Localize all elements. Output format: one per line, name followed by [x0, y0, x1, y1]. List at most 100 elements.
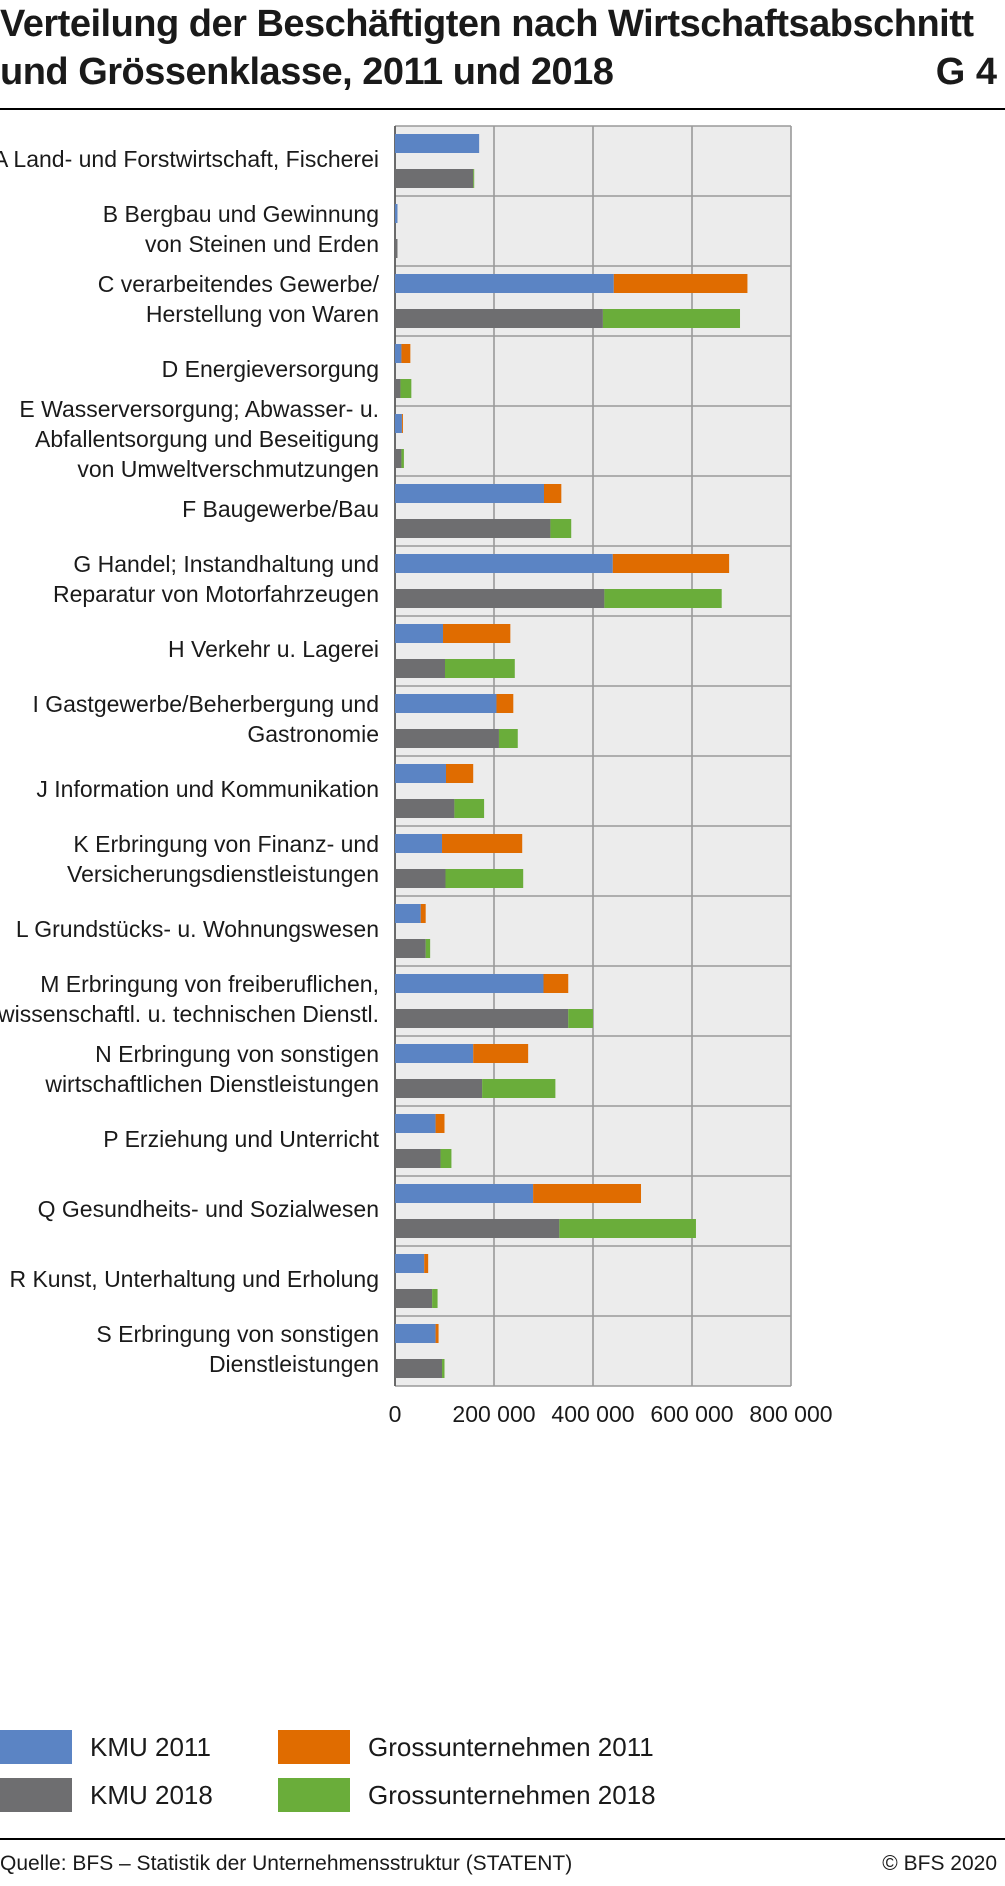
legend-label-kmu-2018: KMU 2018 [90, 1779, 213, 1810]
bar-gross-2011 [401, 344, 411, 363]
category-label-line: wirtschaftlichen Dienstleistungen [44, 1071, 379, 1097]
x-tick-label: 200 000 [452, 1401, 535, 1427]
graph-number: G 4 [935, 51, 997, 93]
legend-item-gross-2011: Grossunternehmen 2011 [278, 1730, 654, 1764]
bar-gross-2018 [473, 169, 475, 188]
category-label: K Erbringung von Finanz- und Versicherung… [67, 831, 379, 887]
bar-gross-2018 [559, 1219, 696, 1238]
bar-kmu-2018 [395, 449, 402, 468]
category-label: J Information und Kommunikation [36, 776, 379, 802]
bar-gross-2018 [400, 379, 412, 398]
bar-gross-2018 [550, 519, 572, 538]
bar-gross-2018 [454, 799, 485, 818]
bar-kmu-2011 [395, 1044, 474, 1063]
category-label: G Handel; Instandhaltung und Reparatur vo… [53, 551, 379, 607]
bar-gross-2011 [442, 834, 523, 853]
chart-title: Verteilung der Beschäftigten nach Wirtsc… [0, 0, 974, 96]
x-tick-label: 400 000 [551, 1401, 634, 1427]
bar-kmu-2011 [395, 834, 443, 853]
bar-kmu-2018 [395, 169, 474, 188]
category-label-line: L Grundstücks- u. Wohnungswesen [16, 916, 379, 942]
bottom-rule [0, 1838, 1005, 1840]
category-label-line: Gastronomie [247, 721, 379, 747]
bar-kmu-2011 [395, 1324, 436, 1343]
category-label-line: Versicherungsdienstleistungen [67, 861, 379, 887]
bar-gross-2011 [543, 974, 569, 993]
category-label-line: Reparatur von Motorfahrzeugen [53, 581, 379, 607]
category-label-line: B Bergbau und Gewinnung [103, 201, 379, 227]
bar-gross-2011 [496, 694, 514, 713]
category-label-line: F Baugewerbe/Bau [182, 496, 379, 522]
legend-item-gross-2018: Grossunternehmen 2018 [278, 1778, 656, 1812]
category-label: E Wasserversorgung; Abwasser- u. Abfallen… [19, 396, 379, 482]
chart-title-line-1: Verteilung der Beschäftigten nach Wirtsc… [0, 3, 974, 45]
category-label-line: N Erbringung von sonstigen [95, 1041, 379, 1067]
bar-kmu-2018 [395, 379, 401, 398]
category-label-line: G Handel; Instandhaltung und [73, 551, 379, 577]
legend-swatch-gross-2018 [278, 1778, 350, 1812]
legend-item-kmu-2018: KMU 2018 [0, 1778, 213, 1812]
category-label: N Erbringung von sonstigen wirtschaftlich… [44, 1041, 379, 1097]
category-label-line: Dienstleistungen [209, 1351, 379, 1377]
category-label-line: Q Gesundheits- und Sozialwesen [38, 1196, 379, 1222]
bar-gross-2018 [442, 1359, 445, 1378]
bar-gross-2011 [533, 1184, 642, 1203]
bar-kmu-2011 [395, 484, 544, 503]
category-label: C verarbeitendes Gewerbe/Herstellung von… [98, 271, 380, 327]
category-label: H Verkehr u. Lagerei [168, 636, 379, 662]
bar-kmu-2018 [395, 729, 499, 748]
legend-label-gross-2011: Grossunternehmen 2011 [368, 1731, 654, 1762]
category-label: L Grundstücks- u. Wohnungswesen [16, 916, 379, 942]
category-label: A Land- und Forstwirtschaft, Fischerei [0, 146, 379, 172]
bar-gross-2018 [432, 1289, 438, 1308]
bar-gross-2011 [435, 1114, 445, 1133]
copyright-note: © BFS 2020 [882, 1852, 997, 1875]
bar-kmu-2011 [395, 694, 497, 713]
bar-gross-2011 [445, 764, 474, 783]
bar-gross-2018 [401, 449, 404, 468]
legend-label-gross-2018: Grossunternehmen 2018 [368, 1779, 656, 1810]
bar-kmu-2018 [395, 309, 603, 328]
x-tick-label: 800 000 [749, 1401, 832, 1427]
bar-kmu-2018 [395, 799, 455, 818]
bar-gross-2011 [543, 484, 562, 503]
bar-gross-2018 [602, 309, 741, 328]
bar-kmu-2018 [395, 239, 398, 258]
bar-kmu-2018 [395, 1149, 441, 1168]
bar-gross-2018 [568, 1009, 593, 1028]
bar-kmu-2011 [395, 554, 613, 573]
bar-kmu-2018 [395, 869, 446, 888]
category-label: Q Gesundheits- und Sozialwesen [38, 1196, 379, 1222]
bar-gross-2011 [613, 274, 748, 293]
bar-gross-2011 [443, 624, 511, 643]
bar-kmu-2011 [395, 414, 402, 433]
bar-chart: A Land- und Forstwirtschaft, Fischerei B … [0, 125, 833, 1427]
category-label-line: Herstellung von Waren [146, 301, 379, 327]
category-label-line: Abfallentsorgung und Beseitigung [35, 426, 379, 452]
bar-gross-2018 [604, 589, 722, 608]
category-label: D Energieversorgung [162, 356, 379, 382]
category-label-line: wissenschaftl. u. technischen Dienstl. [0, 1001, 379, 1027]
category-label-line: R Kunst, Unterhaltung und Erholung [9, 1266, 379, 1292]
bar-kmu-2011 [395, 1254, 425, 1273]
legend-swatch-kmu-2011 [0, 1730, 72, 1764]
x-tick-label: 0 [389, 1401, 402, 1427]
legend: KMU 2011 Grossunternehmen 2011 KMU 2018 … [0, 1722, 1005, 1822]
category-label: P Erziehung und Unterricht [103, 1126, 379, 1152]
bar-kmu-2011 [395, 344, 402, 363]
category-label: I Gastgewerbe/Beherbergung und Gastronomi… [32, 691, 379, 747]
bar-kmu-2011 [395, 974, 544, 993]
bar-gross-2018 [444, 659, 515, 678]
bar-kmu-2011 [395, 904, 421, 923]
bar-gross-2011 [435, 1324, 439, 1343]
bar-kmu-2011 [395, 764, 446, 783]
bar-gross-2011 [424, 1254, 429, 1273]
category-label-line: J Information und Kommunikation [36, 776, 379, 802]
bar-kmu-2011 [395, 204, 398, 223]
bar-kmu-2018 [395, 1009, 569, 1028]
source-note: Quelle: BFS – Statistik der Unternehmens… [0, 1852, 573, 1875]
category-label-line: von Steinen und Erden [145, 231, 379, 257]
category-label-line: H Verkehr u. Lagerei [168, 636, 379, 662]
bar-gross-2011 [401, 414, 403, 433]
category-label-line: D Energieversorgung [162, 356, 379, 382]
